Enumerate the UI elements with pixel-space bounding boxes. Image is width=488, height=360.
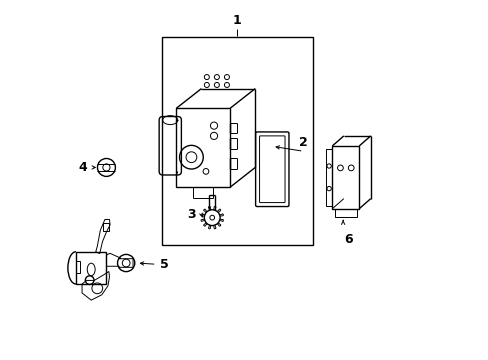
- Bar: [76, 261, 80, 273]
- Text: 4: 4: [79, 161, 87, 174]
- Bar: [176, 108, 230, 187]
- Text: 3: 3: [187, 208, 196, 221]
- Bar: [332, 146, 359, 209]
- Bar: [325, 149, 332, 206]
- Bar: [102, 223, 109, 231]
- Text: 1: 1: [232, 14, 241, 27]
- Text: 5: 5: [160, 258, 169, 271]
- Text: 6: 6: [344, 233, 352, 246]
- Text: 2: 2: [299, 136, 307, 149]
- Bar: [162, 37, 312, 244]
- Bar: [76, 252, 106, 284]
